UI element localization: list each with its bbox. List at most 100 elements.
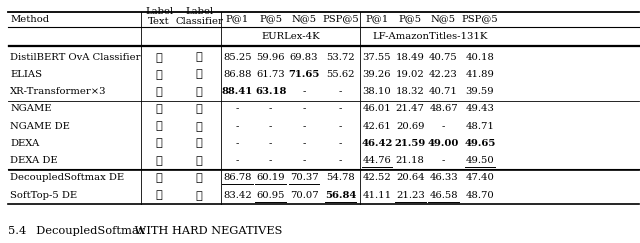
- Text: 85.25: 85.25: [223, 53, 252, 62]
- Text: Method: Method: [11, 15, 50, 24]
- Text: 38.10: 38.10: [363, 87, 391, 96]
- Text: -: -: [302, 156, 306, 165]
- Text: 44.76: 44.76: [363, 156, 391, 165]
- Text: -: -: [269, 139, 273, 148]
- Text: 5.4: 5.4: [8, 226, 26, 236]
- Text: ✓: ✓: [196, 104, 202, 114]
- Text: 71.65: 71.65: [288, 70, 320, 79]
- Text: -: -: [302, 104, 306, 113]
- Text: 18.49: 18.49: [396, 53, 425, 62]
- Text: DEXA: DEXA: [10, 139, 40, 148]
- Text: 60.19: 60.19: [257, 174, 285, 182]
- Text: 63.18: 63.18: [255, 87, 287, 96]
- Text: 70.37: 70.37: [290, 174, 318, 182]
- Text: PSP@5: PSP@5: [461, 15, 499, 24]
- Text: PSP@5: PSP@5: [322, 15, 359, 24]
- Text: ✗: ✗: [196, 173, 202, 183]
- Text: 48.71: 48.71: [465, 122, 495, 131]
- Text: DecoupledSoftmax: DecoupledSoftmax: [29, 226, 145, 236]
- Text: 40.18: 40.18: [465, 53, 495, 62]
- Text: ✓: ✓: [156, 173, 163, 183]
- Text: 41.11: 41.11: [362, 191, 392, 200]
- Text: 49.43: 49.43: [465, 104, 495, 113]
- Text: -: -: [236, 122, 239, 131]
- Text: WITH HARD NEGATIVES: WITH HARD NEGATIVES: [131, 226, 282, 236]
- Text: 88.41: 88.41: [222, 87, 253, 96]
- Text: 20.64: 20.64: [396, 174, 424, 182]
- Text: 46.01: 46.01: [363, 104, 391, 113]
- Text: EURLex-4K: EURLex-4K: [261, 32, 320, 41]
- Text: ✓: ✓: [156, 121, 163, 131]
- Text: 69.83: 69.83: [290, 53, 318, 62]
- Text: ✓: ✓: [156, 139, 163, 148]
- Text: 49.65: 49.65: [464, 139, 496, 148]
- Text: -: -: [442, 156, 445, 165]
- Text: 39.59: 39.59: [466, 87, 494, 96]
- Text: 54.78: 54.78: [326, 174, 355, 182]
- Text: 59.96: 59.96: [257, 53, 285, 62]
- Text: -: -: [339, 87, 342, 96]
- Text: 37.55: 37.55: [363, 53, 391, 62]
- Text: 86.78: 86.78: [223, 174, 252, 182]
- Text: NGAME: NGAME: [10, 104, 52, 113]
- Text: -: -: [339, 139, 342, 148]
- Text: 21.23: 21.23: [396, 191, 424, 200]
- Text: ✗: ✗: [156, 69, 163, 80]
- Text: 21.47: 21.47: [396, 104, 425, 113]
- Text: 55.62: 55.62: [326, 70, 355, 79]
- Text: 46.58: 46.58: [429, 191, 458, 200]
- Text: DecoupledSoftmax DE: DecoupledSoftmax DE: [10, 174, 124, 182]
- Text: -: -: [302, 122, 306, 131]
- Text: -: -: [269, 156, 273, 165]
- Text: -: -: [269, 122, 273, 131]
- Text: ✓: ✓: [196, 139, 202, 148]
- Text: 19.02: 19.02: [396, 70, 424, 79]
- Text: -: -: [302, 87, 306, 96]
- Text: ✓: ✓: [156, 104, 163, 114]
- Text: Label
Classifier: Label Classifier: [175, 7, 223, 26]
- Text: 40.75: 40.75: [429, 53, 458, 62]
- Text: 70.07: 70.07: [290, 191, 318, 200]
- Text: -: -: [269, 104, 273, 113]
- Text: ✗: ✗: [196, 190, 202, 201]
- Text: -: -: [339, 122, 342, 131]
- Text: -: -: [236, 156, 239, 165]
- Text: P@1: P@1: [226, 15, 249, 24]
- Text: 39.26: 39.26: [363, 70, 391, 79]
- Text: 60.95: 60.95: [257, 191, 285, 200]
- Text: -: -: [302, 139, 306, 148]
- Text: ✓: ✓: [196, 52, 202, 62]
- Text: -: -: [339, 104, 342, 113]
- Text: 47.40: 47.40: [465, 174, 495, 182]
- Text: 83.42: 83.42: [223, 191, 252, 200]
- Text: P@1: P@1: [365, 15, 388, 24]
- Text: 42.23: 42.23: [429, 70, 458, 79]
- Text: -: -: [442, 122, 445, 131]
- Text: 20.69: 20.69: [396, 122, 424, 131]
- Text: -: -: [339, 156, 342, 165]
- Text: P@5: P@5: [399, 15, 422, 24]
- Text: ✗: ✗: [156, 52, 163, 63]
- Text: DistilBERT OvA Classifier: DistilBERT OvA Classifier: [10, 53, 141, 62]
- Text: 86.88: 86.88: [223, 70, 252, 79]
- Text: 42.61: 42.61: [363, 122, 391, 131]
- Text: 48.70: 48.70: [466, 191, 494, 200]
- Text: ✓: ✓: [156, 190, 163, 200]
- Text: -: -: [236, 104, 239, 113]
- Text: DEXA DE: DEXA DE: [10, 156, 58, 165]
- Text: ✗: ✗: [196, 121, 202, 132]
- Text: 48.67: 48.67: [429, 104, 458, 113]
- Text: 49.50: 49.50: [466, 156, 494, 165]
- Text: N@5: N@5: [291, 15, 317, 24]
- Text: NGAME DE: NGAME DE: [10, 122, 70, 131]
- Text: 21.18: 21.18: [396, 156, 425, 165]
- Text: 42.52: 42.52: [363, 174, 391, 182]
- Text: 56.84: 56.84: [324, 191, 356, 200]
- Text: 18.32: 18.32: [396, 87, 424, 96]
- Text: ELIAS: ELIAS: [10, 70, 42, 79]
- Text: -: -: [236, 139, 239, 148]
- Text: SoftTop-5 DE: SoftTop-5 DE: [10, 191, 77, 200]
- Text: ✗: ✗: [196, 155, 202, 166]
- Text: ✓: ✓: [156, 156, 163, 166]
- Text: 61.73: 61.73: [257, 70, 285, 79]
